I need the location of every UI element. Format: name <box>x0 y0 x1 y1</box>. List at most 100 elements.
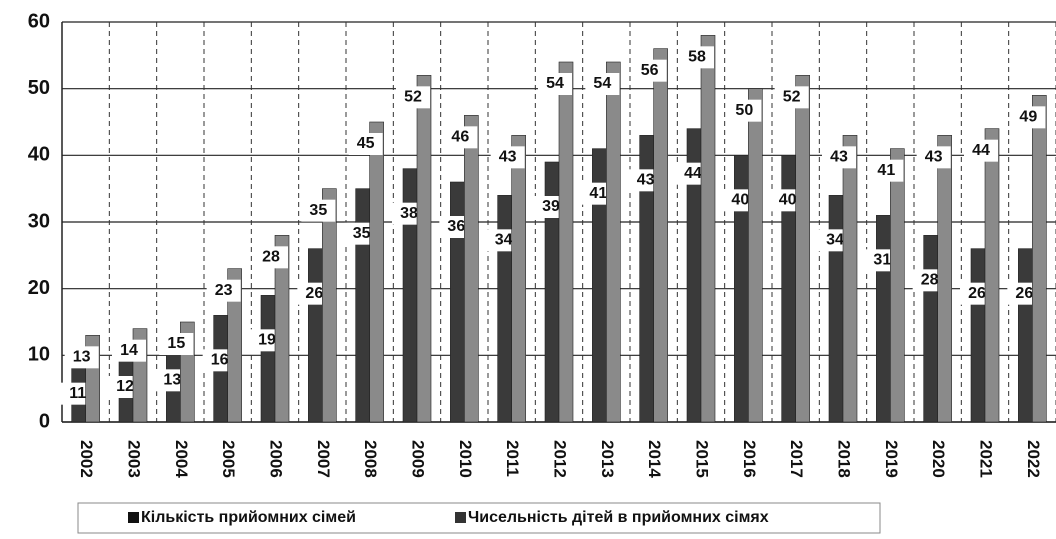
y-tick-label: 40 <box>28 144 50 166</box>
bar <box>1032 95 1047 423</box>
bar <box>970 248 986 423</box>
data-label: 11 <box>69 385 86 402</box>
y-tick-label: 10 <box>28 344 50 366</box>
bar <box>748 88 763 423</box>
data-label: 13 <box>73 349 91 366</box>
label-box <box>206 279 241 302</box>
bar <box>842 135 858 423</box>
data-label: 26 <box>968 285 986 302</box>
data-label: 40 <box>731 192 749 209</box>
label-box <box>443 126 478 149</box>
y-tick-label: 0 <box>39 410 50 432</box>
x-tick-label: 2010 <box>456 440 475 478</box>
label-box <box>680 46 714 69</box>
data-label: 44 <box>684 165 702 182</box>
legend-label: Кількість прийомних сімей <box>141 509 356 526</box>
label-box <box>112 339 146 362</box>
x-tick-label: 2022 <box>1024 440 1043 478</box>
label-box <box>348 133 383 155</box>
bar <box>369 121 384 423</box>
x-tick-label: 2015 <box>693 440 712 478</box>
bar <box>795 75 810 423</box>
x-tick-label: 2005 <box>219 440 238 478</box>
bar <box>308 248 323 423</box>
bar <box>653 48 668 423</box>
x-tick-label: 2003 <box>125 440 144 478</box>
x-tick-label: 2020 <box>929 440 948 478</box>
label-box <box>632 59 667 82</box>
data-label: 28 <box>921 272 939 289</box>
data-label: 46 <box>451 129 469 146</box>
label-box <box>916 146 951 169</box>
y-tick-label: 30 <box>28 210 50 232</box>
legend-label: Чисельність дітей в прийомних сімях <box>468 509 769 526</box>
data-label: 31 <box>873 252 891 269</box>
y-tick-label: 60 <box>28 10 50 32</box>
bar <box>416 75 432 423</box>
data-label: 49 <box>1019 109 1037 126</box>
data-label: 23 <box>215 282 233 299</box>
label-box <box>159 333 194 355</box>
data-label: 41 <box>877 162 895 179</box>
x-tick-label: 2012 <box>551 440 570 478</box>
label-box <box>774 86 809 109</box>
data-label: 52 <box>404 89 422 106</box>
data-label: 13 <box>163 372 181 389</box>
x-tick-label: 2011 <box>503 440 522 477</box>
bar <box>322 188 337 423</box>
legend-swatch <box>455 512 466 523</box>
label-box <box>869 159 904 182</box>
label-box <box>727 99 762 122</box>
bar <box>923 235 938 423</box>
data-label: 44 <box>972 142 990 159</box>
legend-swatch <box>128 512 139 523</box>
legend-box <box>77 502 881 534</box>
data-label: 26 <box>1015 285 1033 302</box>
bar <box>700 35 716 423</box>
label-box <box>254 246 288 269</box>
data-label: 45 <box>357 135 375 152</box>
bar <box>606 61 621 423</box>
data-label: 34 <box>826 232 844 249</box>
bar <box>890 148 905 423</box>
x-tick-label: 2014 <box>645 440 664 478</box>
x-tick-label: 2018 <box>835 440 854 478</box>
label-box <box>490 146 525 169</box>
data-label: 15 <box>167 335 185 352</box>
label-box <box>64 346 99 369</box>
data-label: 43 <box>830 149 848 166</box>
x-tick-label: 2008 <box>361 440 380 478</box>
data-label: 35 <box>353 225 371 242</box>
x-tick-label: 2013 <box>598 440 617 478</box>
label-box <box>538 73 572 95</box>
bar <box>511 135 526 423</box>
data-label: 50 <box>735 102 753 119</box>
label-box <box>964 139 998 162</box>
x-tick-label: 2004 <box>172 440 191 478</box>
data-label: 14 <box>120 342 138 359</box>
bar <box>984 128 1000 423</box>
y-tick-label: 50 <box>28 77 50 99</box>
data-label: 34 <box>495 232 513 249</box>
x-tick-label: 2021 <box>977 440 996 478</box>
data-label: 16 <box>211 352 229 369</box>
bar <box>274 235 290 423</box>
label-box <box>585 73 620 95</box>
bar <box>558 61 574 423</box>
y-tick-label: 20 <box>28 277 50 299</box>
bar <box>937 135 952 423</box>
label-box <box>1011 106 1046 129</box>
bar <box>1018 248 1033 423</box>
data-label: 54 <box>593 75 611 92</box>
data-label: 12 <box>116 378 134 395</box>
x-tick-label: 2002 <box>77 440 96 478</box>
data-label: 26 <box>305 285 323 302</box>
bar <box>876 215 891 423</box>
data-label: 36 <box>447 218 465 235</box>
data-label: 43 <box>925 149 943 166</box>
data-label: 54 <box>546 75 564 92</box>
bar <box>227 268 242 423</box>
bar <box>464 115 479 423</box>
data-label: 56 <box>641 62 659 79</box>
